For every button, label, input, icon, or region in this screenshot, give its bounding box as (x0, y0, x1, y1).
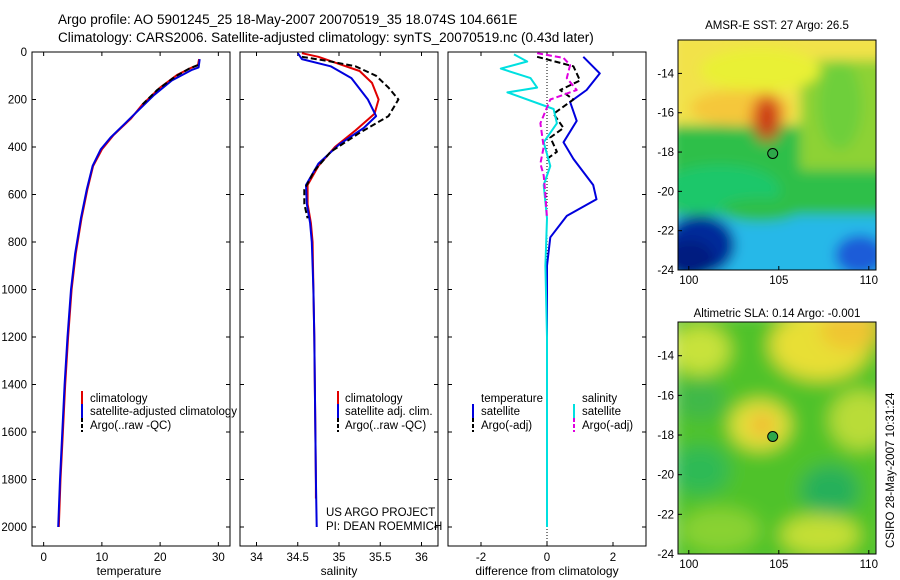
x-tick-label: 10 (95, 552, 108, 564)
map-y-tick-label: -22 (657, 509, 674, 521)
y-tick-label: 1400 (1, 380, 27, 392)
x-tick-label: 2 (610, 552, 616, 564)
sla-map-frame (677, 321, 877, 555)
figure-title-line1: Argo profile: AO 5901245_25 18-May-2007 … (58, 12, 517, 27)
series-argo-raw-qc (141, 64, 199, 106)
map-y-tick-label: -18 (657, 147, 674, 159)
x-tick-label: 20 (154, 552, 167, 564)
sla-argo-location-marker (767, 431, 779, 442)
csiro-credit: CSIRO 28-May-2007 10:31:24 (885, 392, 897, 548)
sla-map (678, 322, 876, 554)
series-satellite-adjusted-climatology (57, 58, 201, 528)
series-satellite-adj-clim (296, 52, 378, 528)
y-tick-label: 400 (8, 142, 27, 154)
legend-temperature-header: temperature (481, 393, 543, 405)
map-y-tick-label: -16 (657, 390, 674, 402)
map-y-tick-label: -20 (657, 186, 674, 198)
x-tick-label: 35.5 (369, 552, 391, 564)
series-argo-raw-qc (301, 55, 400, 219)
legend-temp-argo: Argo(-adj) (481, 420, 532, 432)
y-tick-label: 0 (21, 47, 27, 59)
map-x-tick-label: 110 (860, 275, 878, 287)
legend-temp-satellite: satellite (481, 406, 520, 418)
map-y-tick-label: -24 (657, 549, 674, 561)
y-tick-label: 600 (8, 190, 27, 202)
x-tick-label: 36 (415, 552, 428, 564)
map-y-tick-label: -20 (657, 470, 674, 482)
series-salinity-satellite (499, 53, 558, 527)
y-tick-label: 1600 (1, 427, 27, 439)
y-tick-label: 1200 (1, 332, 27, 344)
temperature-legend: climatology satellite-adjusted climatolo… (81, 391, 237, 432)
salinity-xlabel: salinity (321, 564, 358, 578)
salinity-panel-frame (239, 51, 439, 547)
map-y-tick-label: -18 (657, 430, 674, 442)
figure-title-line2: Climatology: CARS2006. Satellite-adjuste… (58, 30, 594, 45)
sst-map-axes: 100 105 110 -14 -16 -18 -20 -22 -24 (657, 68, 878, 287)
project-credit-line2: PI: DEAN ROEMMICH (326, 521, 442, 533)
sla-map-title: Altimetric SLA: 0.14 Argo: -0.001 (694, 308, 861, 320)
legend-argo: Argo(..raw -QC) (90, 420, 171, 432)
map-x-tick-label: 100 (679, 275, 698, 287)
project-credit-line1: US ARGO PROJECT (326, 507, 435, 519)
series-salinity-argo-adj (536, 52, 578, 219)
map-x-tick-label: 105 (769, 559, 788, 571)
legend-climatology: climatology (345, 393, 403, 405)
temperature-panel-frame (31, 51, 231, 547)
legend-argo: Argo(..raw -QC) (345, 420, 426, 432)
legend-satellite-adjusted: satellite-adjusted climatology (90, 406, 237, 418)
sla-map-axes: 100 105 110 -14 -16 -18 -20 -22 -24 (657, 351, 878, 571)
map-y-tick-label: -14 (657, 68, 674, 80)
series-layer (57, 52, 601, 528)
difference-legend: temperature satellite Argo(-adj) salinit… (472, 393, 633, 432)
x-tick-label: 35 (333, 552, 346, 564)
map-y-tick-label: -22 (657, 226, 674, 238)
legend-satellite-adj: satellite adj. clim. (345, 406, 433, 418)
map-x-tick-label: 100 (679, 559, 698, 571)
sst-argo-location-marker (767, 148, 779, 159)
sst-map-title: AMSR-E SST: 27 Argo: 26.5 (705, 20, 849, 32)
legend-sal-argo: Argo(-adj) (582, 420, 633, 432)
legend-sal-satellite: satellite (582, 406, 621, 418)
y-tick-label: 1000 (1, 285, 27, 297)
map-y-tick-label: -14 (657, 351, 674, 363)
x-tick-label: 0 (40, 552, 46, 564)
map-x-tick-label: 105 (769, 275, 788, 287)
x-tick-label: 34 (250, 552, 263, 564)
y-tick-label: 200 (8, 95, 27, 107)
series-climatology (57, 58, 201, 528)
sst-map (678, 40, 876, 270)
map-x-tick-label: 110 (860, 559, 878, 571)
legend-salinity-header: salinity (582, 393, 617, 405)
x-tick-label: 30 (212, 552, 225, 564)
x-tick-label: 0 (544, 552, 550, 564)
y-tick-label: 1800 (1, 475, 27, 487)
map-y-tick-label: -24 (657, 265, 674, 277)
difference-xlabel: difference from climatology (475, 564, 618, 578)
legend-climatology: climatology (90, 393, 148, 405)
series-temperature-argo-adj (536, 55, 581, 160)
salinity-legend: climatology satellite adj. clim. Argo(..… (326, 391, 442, 533)
map-y-tick-label: -16 (657, 108, 674, 120)
x-tick-label: 34.5 (287, 552, 309, 564)
sst-map-frame (677, 39, 877, 271)
temperature-xlabel: temperature (97, 564, 162, 578)
x-tick-label: -2 (476, 552, 486, 564)
y-tick-label: 2000 (1, 522, 27, 534)
y-tick-label: 800 (8, 237, 27, 249)
